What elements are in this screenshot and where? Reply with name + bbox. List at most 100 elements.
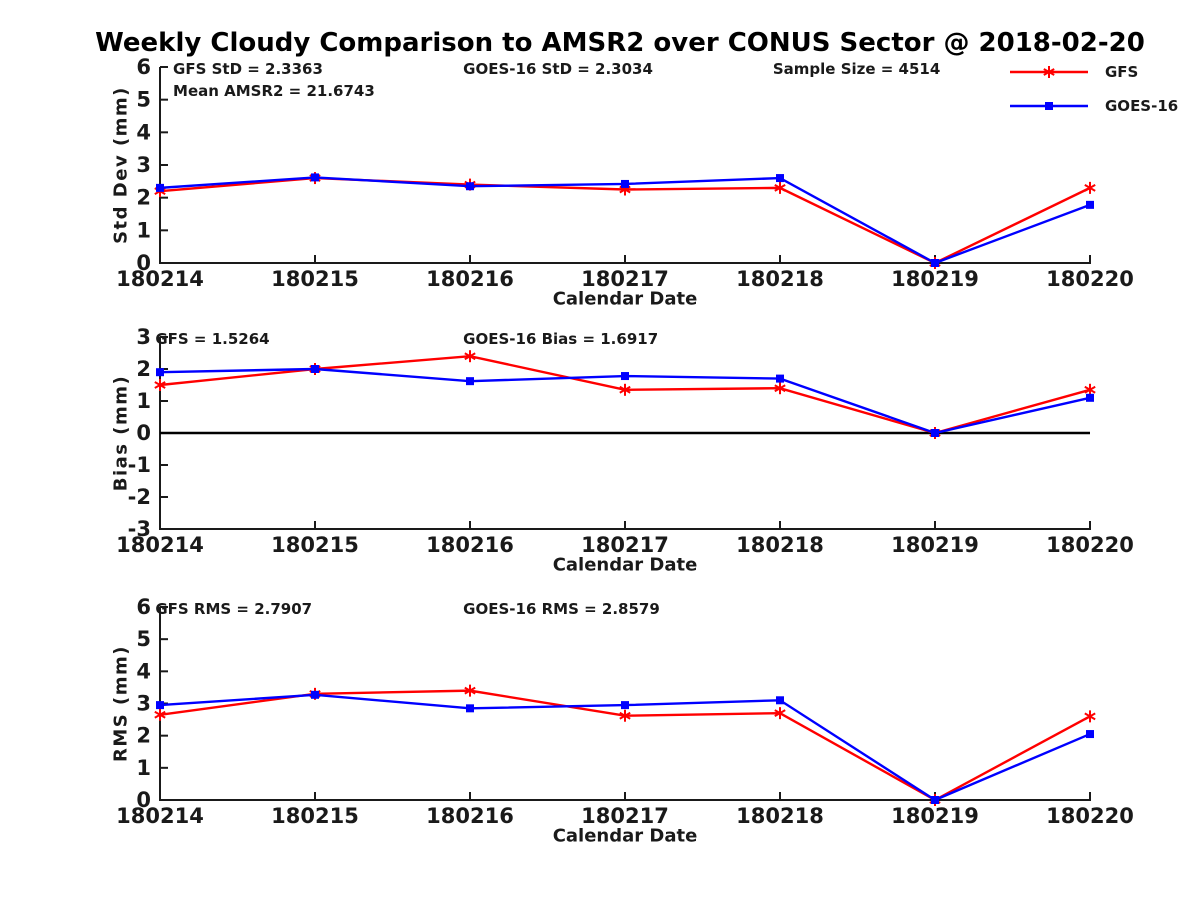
figure-title: Weekly Cloudy Comparison to AMSR2 over C… [95,28,1145,58]
y-tick-label: 2 [136,724,151,748]
x-axis-label: Calendar Date [553,555,698,576]
GOES-16-marker [156,368,164,377]
x-tick-label: 180215 [271,804,359,828]
x-axis-label: Calendar Date [553,289,698,310]
GOES-16-marker [1086,200,1094,209]
y-tick-label: -1 [128,453,151,477]
GOES-16-marker [931,429,939,437]
y-axis-label: Bias (mm) [111,375,132,491]
GOES-16-marker [311,365,319,373]
GFS-marker [619,383,631,396]
annotation: GFS = 1.5264 [155,330,269,348]
y-tick-label: 1 [136,218,151,242]
GOES-16-marker [1086,393,1094,402]
y-tick-label: -2 [128,485,151,509]
x-tick-label: 180218 [736,267,824,291]
y-tick-label: 5 [136,627,151,651]
x-tick-label: 180215 [271,267,359,291]
GOES-16-marker [466,182,474,191]
gfs-line-sample-icon [1010,66,1088,78]
subplot-rms: 0 1 2 3 4 5 6 180214 180215 180216 180217 180218 180… [111,595,1134,847]
y-tick-label: 3 [136,153,151,177]
x-tick-label: 180215 [271,533,359,557]
y-axis-label: Std Dev (mm) [111,86,132,244]
y-tick-label: 4 [136,659,151,683]
y-tick-label: 2 [136,357,151,381]
x-tick-label: 180217 [581,533,669,557]
GOES-16-marker [621,179,629,188]
legend: GFS GOES-16 [1008,62,1178,116]
y-tick-label: -3 [128,517,151,541]
y-tick-label: 5 [136,88,151,112]
legend-label-goes16: GOES-16 [1105,97,1179,115]
GFS-marker [464,350,476,363]
GOES-16-marker [931,796,939,804]
goes16-line-sample-icon [1010,102,1088,110]
legend-label-gfs: GFS [1105,63,1139,81]
y-tick-label: 3 [136,325,151,349]
y-tick-label: 6 [136,55,151,79]
annotation: GOES-16 StD = 2.3034 [463,60,653,78]
GOES-16-marker [466,704,474,713]
subplot-bias: -3 -2 -1 0 1 2 3 180214 180215 180216 180217 180218… [111,325,1134,576]
annotation: Mean AMSR2 = 21.6743 [173,82,375,100]
x-tick-label: 180220 [1046,533,1134,557]
GOES-16-marker [776,174,784,183]
GFS-marker [1084,181,1096,194]
GOES-16-marker [466,377,474,386]
legend-item-gfs: GFS [1008,62,1178,82]
annotation: GOES-16 Bias = 1.6917 [463,330,658,348]
GFS-marker-icon [1043,66,1055,78]
GOES-16-marker [1086,730,1094,739]
x-tick-label: 180220 [1046,267,1134,291]
annotation: GOES-16 RMS = 2.8579 [463,600,660,618]
GOES-16-marker [156,701,164,710]
GOES-16-marker [776,374,784,383]
x-tick-label: 180216 [426,533,514,557]
x-tick-label: 180216 [426,267,514,291]
GOES-16-marker-icon [1045,102,1053,110]
legend-item-goes16: GOES-16 [1008,96,1178,116]
y-tick-label: 1 [136,756,151,780]
y-tick-label: 6 [136,595,151,619]
GFS-marker [774,181,786,194]
y-tick-label: 0 [136,251,151,275]
y-tick-label: 1 [136,389,151,413]
GOES-16-marker [621,372,629,381]
x-tick-label: 180214 [116,533,204,557]
x-tick-label: 180217 [581,804,669,828]
y-tick-label: 0 [136,421,151,445]
GOES-16-marker [776,696,784,705]
x-tick-label: 180219 [891,533,979,557]
x-axis-label: Calendar Date [553,826,698,847]
annotation: GFS StD = 2.3363 [173,60,323,78]
GOES-16-marker [156,183,164,192]
annotation: GFS RMS = 2.7907 [155,600,312,618]
y-axis-label: RMS (mm) [111,645,132,762]
annotation: Sample Size = 4514 [773,60,940,78]
x-tick-label: 180217 [581,267,669,291]
GFS-marker [154,379,166,391]
y-tick-label: 2 [136,186,151,210]
GFS-marker [619,709,631,722]
GFS-marker [1084,710,1096,723]
x-tick-label: 180216 [426,804,514,828]
y-tick-label: 4 [136,120,151,144]
subplot-std-dev: 0 1 2 3 4 5 6 180214 180215 180216 180217 180218 180… [111,55,1134,310]
GOES-16-marker [311,173,319,182]
GOES-16-marker [311,690,319,699]
GFS-marker [774,382,786,395]
x-tick-label: 180214 [116,267,204,291]
GOES-16-marker [931,259,939,267]
GFS-marker [464,684,476,697]
GFS-marker [154,708,166,721]
x-tick-label: 180220 [1046,804,1134,828]
x-tick-label: 180219 [891,267,979,291]
y-tick-label: 3 [136,692,151,716]
x-tick-label: 180214 [116,804,204,828]
x-tick-label: 180218 [736,533,824,557]
GFS-marker [774,707,786,720]
x-tick-label: 180218 [736,804,824,828]
